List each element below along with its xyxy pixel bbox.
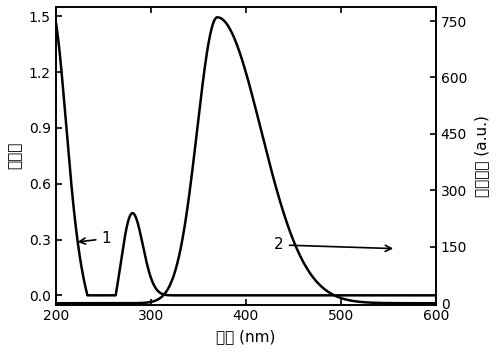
Text: 1: 1 (79, 231, 111, 246)
X-axis label: 波长 (nm): 波长 (nm) (216, 329, 275, 344)
Y-axis label: 荧光强度 (a.u.): 荧光强度 (a.u.) (474, 115, 489, 197)
Y-axis label: 吸光度: 吸光度 (7, 142, 22, 170)
Text: 2: 2 (274, 237, 391, 252)
